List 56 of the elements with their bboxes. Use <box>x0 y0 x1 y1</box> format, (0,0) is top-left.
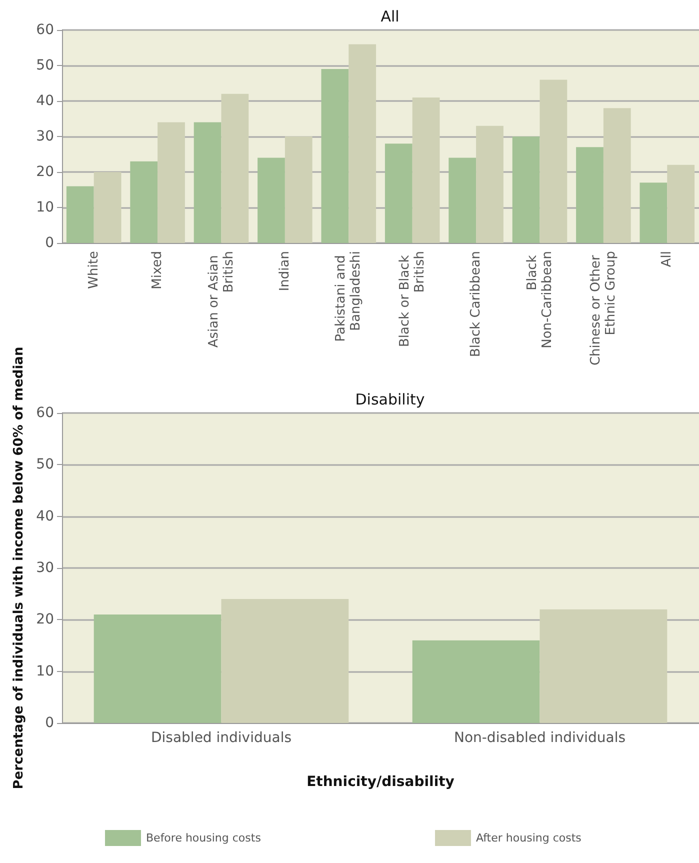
x-tick-label: Indian <box>277 251 292 292</box>
x-tick-label: Asian or Asian British <box>206 251 236 348</box>
y-tick-label: 10 <box>36 663 54 680</box>
bar <box>221 599 349 723</box>
y-tick-label: 20 <box>36 164 54 180</box>
bar <box>576 147 604 243</box>
y-tick-label: 50 <box>36 58 54 74</box>
bar <box>540 80 568 243</box>
bar <box>194 122 222 243</box>
y-tick-label: 10 <box>36 200 54 216</box>
x-axis-title: Ethnicity/disability <box>306 774 454 790</box>
bar <box>221 94 249 243</box>
bar <box>476 126 504 243</box>
bar <box>66 186 94 243</box>
bar <box>512 136 540 243</box>
bar <box>284 136 312 243</box>
x-tick-label: White <box>86 251 102 289</box>
y-axis-title: Percentage of individuals with income below 60% of median <box>11 346 26 790</box>
y-tick-label: 0 <box>45 235 54 251</box>
bar <box>412 640 540 723</box>
bar <box>540 609 668 723</box>
y-tick-label: 40 <box>36 93 54 109</box>
legend-label: After housing costs <box>476 832 582 844</box>
bar <box>158 122 185 243</box>
legend-label: Before housing costs <box>146 832 262 844</box>
bar <box>321 69 349 243</box>
x-tick-label: Non-disabled individuals <box>454 730 626 746</box>
y-tick-label: 60 <box>36 405 54 421</box>
x-tick-label: Disabled individuals <box>150 730 292 746</box>
x-tick-label: All <box>660 251 675 268</box>
bar <box>348 44 376 243</box>
y-tick-label: 20 <box>36 612 54 628</box>
bar <box>640 182 668 243</box>
x-tick-label: Black Caribbean <box>468 251 484 358</box>
x-tick-label: Pakistani and Bangladeshi <box>334 251 364 342</box>
bar <box>258 158 285 243</box>
bar <box>448 158 476 243</box>
bar <box>94 172 122 243</box>
chart-title: All <box>380 8 400 26</box>
y-tick-label: 60 <box>36 22 54 38</box>
bar <box>130 161 158 243</box>
y-tick-label: 30 <box>36 560 54 576</box>
x-tick-label: Mixed <box>150 251 166 290</box>
bar <box>667 164 695 243</box>
bar <box>94 614 222 723</box>
chart-title: Disability <box>355 390 425 408</box>
x-tick-label: Chinese or Other Ethnic Group <box>588 251 618 366</box>
y-tick-label: 0 <box>45 715 54 731</box>
x-tick-label: Black or Black British <box>397 251 428 348</box>
x-tick-label: Black Non-Caribbean <box>524 251 555 348</box>
y-tick-label: 50 <box>36 456 54 473</box>
bar <box>603 108 631 243</box>
y-tick-label: 30 <box>36 128 54 144</box>
bar <box>412 97 440 243</box>
bar <box>384 144 412 243</box>
y-tick-label: 40 <box>36 508 54 524</box>
